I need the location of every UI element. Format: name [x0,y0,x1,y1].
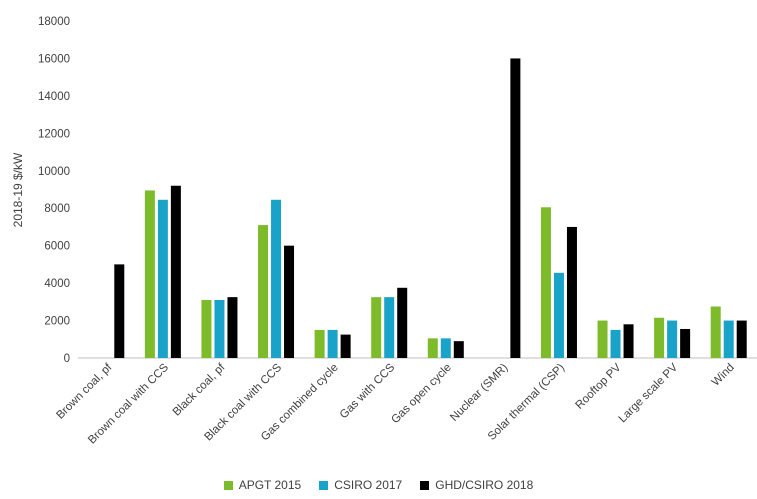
legend: APGT 2015 CSIRO 2017 GHD/CSIRO 2018 [0,478,757,492]
legend-item-apgt-2015: APGT 2015 [223,478,302,492]
legend-label: GHD/CSIRO 2018 [435,478,534,492]
bar [384,297,395,358]
x-tick-label: Large scale PV [617,361,681,425]
y-tick-label: 12000 [38,128,70,140]
bar [114,264,125,358]
bar [540,207,551,358]
bar [723,320,734,358]
x-tick-label: Nuclear (SMR) [448,362,510,424]
x-tick-label: Gas open cycle [389,362,454,427]
bar [214,299,225,358]
bar [597,320,608,358]
legend-swatch [420,480,430,490]
legend-item-ghd-csiro-2018: GHD/CSIRO 2018 [420,478,533,492]
bar [710,306,721,358]
y-tick-label: 2000 [44,316,70,328]
bar [144,190,155,358]
bar [610,329,621,358]
bar [667,320,678,358]
x-tick-label: Brown coal, pf [54,361,115,422]
y-axis-label: 2018-19 $/kW [11,152,25,227]
bar [371,297,382,358]
legend-label: APGT 2015 [238,478,302,492]
x-tick-label: Rooftop PV [574,361,624,411]
y-tick-label: 8000 [44,203,70,215]
bar [427,338,438,358]
bar [623,324,634,358]
bar [440,338,451,358]
bar [227,297,238,358]
legend-label: CSIRO 2017 [334,478,403,492]
bar-chart: 0 2000 4000 6000 8000 10000 12000 14000 16000 180… [11,16,757,446]
y-tick-label: 14000 [38,91,70,103]
bar [453,341,464,358]
bar [553,272,564,358]
bar [566,226,577,358]
y-tick-label: 10000 [38,166,70,178]
bar [397,287,408,358]
bar [284,245,295,358]
legend-item-csiro-2017: CSIRO 2017 [319,478,402,492]
y-tick-label: 0 [64,353,70,365]
y-tick-label: 6000 [44,241,70,253]
x-tick-label: Gas with CCS [338,361,398,421]
bar [258,225,269,358]
legend-swatch [223,480,233,490]
bar [170,185,181,358]
bar [271,199,282,358]
bar [736,320,747,358]
bar [201,299,212,358]
x-tick-label: Wind [710,362,737,389]
bar [654,317,665,358]
bar [157,199,168,358]
y-tick-label: 16000 [38,53,70,65]
bar [314,329,325,358]
x-tick-label: Black coal, pf [171,361,228,418]
y-axis-ticks: 0 2000 4000 6000 8000 10000 12000 14000 16000 180… [38,16,70,365]
bar [680,328,691,358]
bar [340,334,351,358]
bar [510,58,521,358]
bars [114,58,747,358]
bar [327,329,338,358]
legend-swatch [319,480,329,490]
y-tick-label: 4000 [44,278,70,290]
y-tick-label: 18000 [38,16,70,28]
